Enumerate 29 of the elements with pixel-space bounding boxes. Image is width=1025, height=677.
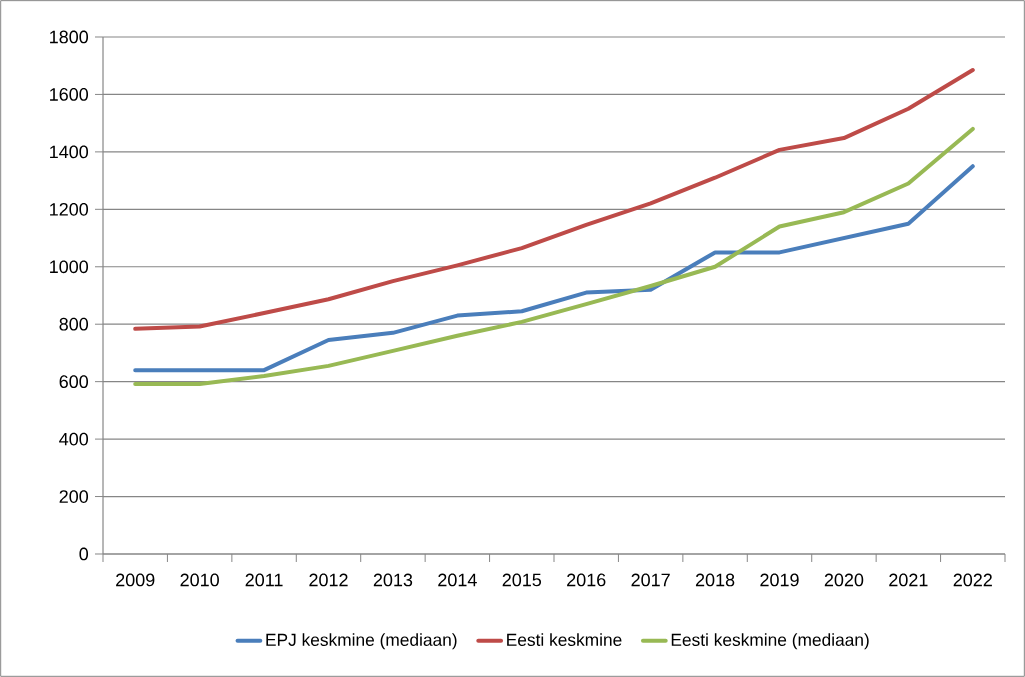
x-tick-label: 2020 — [824, 573, 864, 587]
y-tick-label: 1800 — [50, 30, 89, 44]
line-series — [133, 126, 975, 386]
legend-label: EPJ keskmine (mediaan) — [266, 633, 457, 650]
x-tick-label: 2016 — [567, 573, 606, 587]
x-tick-label: 2009 — [116, 573, 155, 587]
x-tick-label: 2015 — [502, 573, 542, 587]
y-tick-label: 200 — [59, 490, 89, 503]
y-tick-label: 1600 — [50, 88, 89, 101]
line-series — [133, 68, 975, 331]
legend-label: Eesti keskmine (mediaan) — [671, 633, 869, 650]
y-tick-label: 1000 — [50, 260, 89, 274]
x-tick-label: 2018 — [695, 573, 735, 587]
x-tick-label: 2021 — [889, 573, 928, 587]
legend-label: Eesti keskmine — [507, 633, 622, 646]
x-tick-label: 2017 — [631, 573, 670, 587]
x-tick-label: 2012 — [309, 573, 348, 587]
y-tick-label: 1200 — [50, 202, 89, 216]
x-tick-label: 2014 — [438, 573, 477, 587]
x-tick-label: 2011 — [245, 573, 283, 587]
y-tick-label: 0 — [79, 547, 89, 561]
y-tick-label: 400 — [59, 432, 89, 446]
x-tick-label: 2019 — [760, 573, 799, 587]
x-tick-label: 2013 — [373, 573, 413, 587]
x-tick-label: 2022 — [953, 573, 992, 587]
y-tick-label: 600 — [59, 375, 89, 389]
x-tick-label: 2010 — [180, 573, 219, 587]
y-tick-label: 800 — [59, 317, 89, 331]
y-tick-label: 1400 — [50, 145, 89, 159]
